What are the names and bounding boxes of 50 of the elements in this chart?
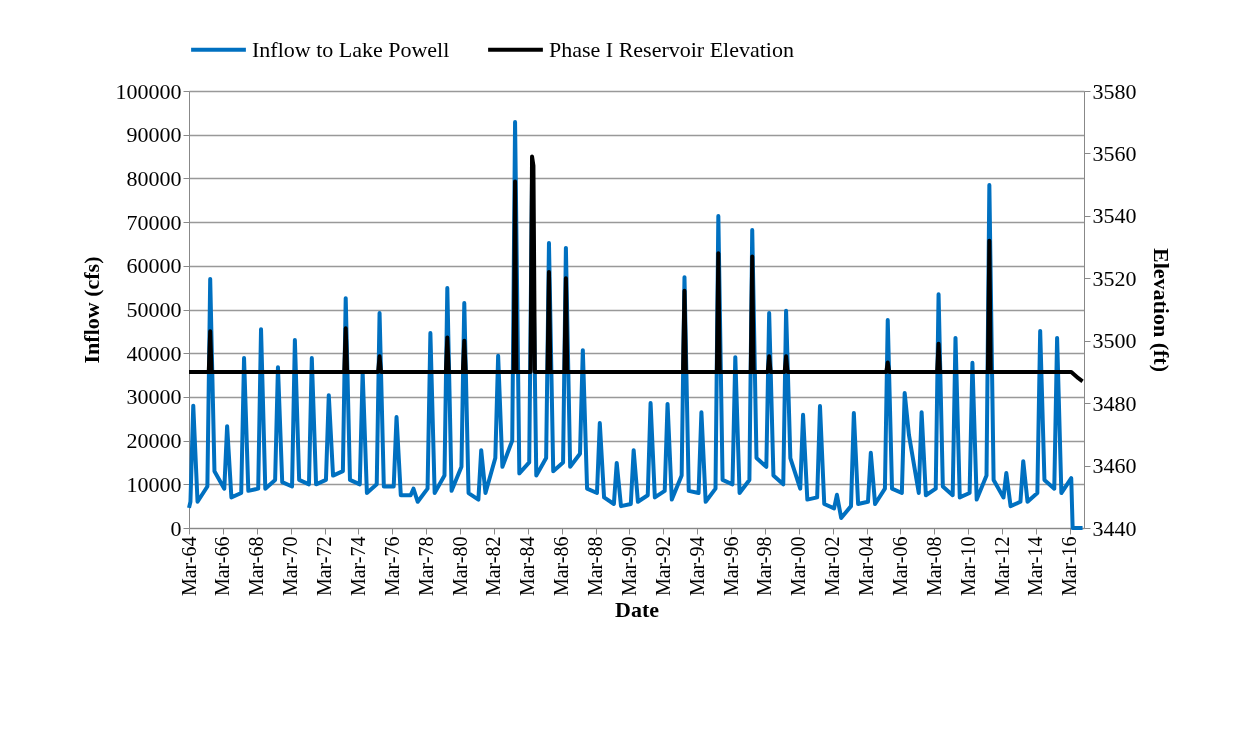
y2-tick-label: 3520: [1092, 265, 1137, 291]
x-tick-label: Mar-14: [1024, 536, 1047, 597]
x-tick-label: Mar-02: [821, 536, 844, 597]
y-tick-label: 10000: [126, 471, 182, 497]
y-tick-label: 40000: [126, 340, 182, 366]
x-tick-label: Mar-84: [516, 536, 539, 597]
x-tick-label: Mar-80: [448, 536, 471, 597]
y2-tick-label: 3540: [1092, 203, 1137, 229]
y2-tick-label: 3440: [1092, 515, 1137, 541]
y-tick-label: 50000: [126, 297, 182, 322]
y-tick-label: 60000: [126, 253, 182, 279]
y2-tick-label: 3480: [1092, 390, 1137, 416]
y2-tick-label: 3500: [1092, 328, 1137, 354]
x-tick-label: Mar-00: [787, 536, 810, 597]
x-tick-label: Mar-06: [888, 536, 911, 597]
x-tick-label: Mar-90: [617, 536, 640, 597]
line-series: [187, 154, 1085, 384]
x-tick-label: Mar-88: [584, 536, 607, 597]
x-tick-label: Mar-68: [245, 536, 268, 597]
x-tick-label: Mar-96: [719, 536, 742, 597]
x-tick-label: Mar-86: [550, 536, 573, 597]
y-tick-label: 90000: [126, 122, 182, 148]
x-tick-label: Mar-70: [279, 536, 302, 597]
legend-label: Phase I Reservoir Elevation: [549, 36, 794, 62]
x-tick-label: Mar-76: [380, 536, 403, 597]
x-tick-label: Mar-92: [651, 536, 674, 597]
y2-axis-title: Elevation (ft): [1148, 247, 1174, 373]
y-tick-label: 100000: [115, 78, 182, 104]
x-tick-label: Mar-94: [685, 536, 708, 597]
x-tick-label: Mar-98: [753, 536, 776, 597]
y-tick-label: 20000: [126, 428, 182, 454]
legend-label: Inflow to Lake Powell: [252, 36, 450, 62]
y-tick-label: 70000: [126, 209, 182, 235]
y-tick-label: 30000: [126, 384, 182, 410]
x-tick-label: Mar-82: [482, 536, 505, 597]
y-tick-label: 80000: [126, 165, 182, 191]
x-tick-label: Mar-74: [346, 536, 369, 597]
x-axis-title: Date: [615, 597, 660, 623]
x-tick-label: Mar-08: [922, 536, 945, 597]
x-tick-label: Mar-72: [313, 536, 336, 597]
y2-tick-label: 3580: [1092, 78, 1137, 104]
x-tick-label: Mar-78: [414, 536, 437, 597]
x-tick-label: Mar-12: [990, 536, 1013, 597]
x-tick-label: Mar-16: [1058, 536, 1081, 597]
y2-tick-label: 3460: [1092, 453, 1137, 479]
y2-tick-label: 3560: [1092, 140, 1137, 166]
x-tick-label: Mar-10: [956, 536, 979, 597]
x-tick-label: Mar-66: [211, 536, 234, 597]
y-axis-title: Inflow (cfs): [78, 256, 104, 364]
x-tick-label: Mar-04: [855, 536, 878, 597]
